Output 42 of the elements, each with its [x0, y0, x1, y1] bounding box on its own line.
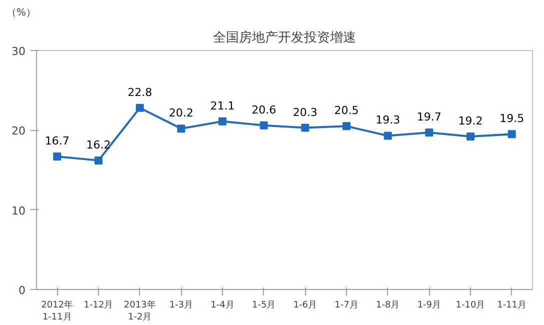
chart-title: 全国房地产开发投资增速	[213, 30, 356, 46]
x-tick-label: 1-10月	[456, 300, 486, 310]
x-tick-label: 1-7月	[334, 300, 358, 310]
x-tick-label: 1-3月	[169, 300, 194, 310]
data-label: 20.3	[292, 106, 318, 119]
x-tick-label: 2013年 1-2月	[124, 300, 156, 322]
point	[301, 124, 310, 132]
data-label: 19.5	[500, 112, 524, 126]
y-tick-label: 0	[18, 284, 26, 297]
point	[260, 121, 268, 130]
y-tick-label: 30	[12, 45, 26, 58]
point	[218, 117, 226, 126]
data-label: 20.5	[334, 104, 359, 118]
point	[136, 104, 144, 112]
point	[177, 124, 186, 133]
point	[425, 128, 434, 137]
x-tick-label: 1-11月	[497, 300, 527, 310]
x-tick-label: 1-4月	[210, 300, 234, 310]
x-tick-label: 1-8月	[376, 300, 400, 310]
point	[53, 152, 62, 160]
data-label: 19.7	[416, 110, 442, 124]
y-tick-label: 20	[12, 124, 26, 138]
point	[508, 130, 516, 138]
data-label: 19.2	[458, 114, 483, 128]
data-label: 20.2	[168, 106, 194, 120]
data-label: 22.8	[128, 86, 152, 99]
point	[342, 122, 350, 130]
data-label: 16.2	[86, 138, 111, 152]
x-tick-label: 1-12月	[84, 300, 114, 310]
data-label: 21.1	[210, 99, 235, 112]
x-tick-label: 2012年 1-11月	[41, 300, 74, 322]
point	[466, 132, 474, 141]
data-label: 16.7	[44, 134, 70, 148]
x-tick-label: 1-5月	[252, 300, 276, 310]
point	[384, 132, 392, 140]
data-label: 20.6	[252, 103, 276, 116]
x-tick-label: 1-9月	[417, 300, 442, 310]
data-label: 19.3	[376, 114, 400, 127]
y-tick-label: 10	[12, 204, 26, 218]
point	[94, 156, 102, 164]
x-tick-label: 1-6月	[293, 300, 318, 310]
y-axis-title: （%）	[6, 8, 36, 18]
